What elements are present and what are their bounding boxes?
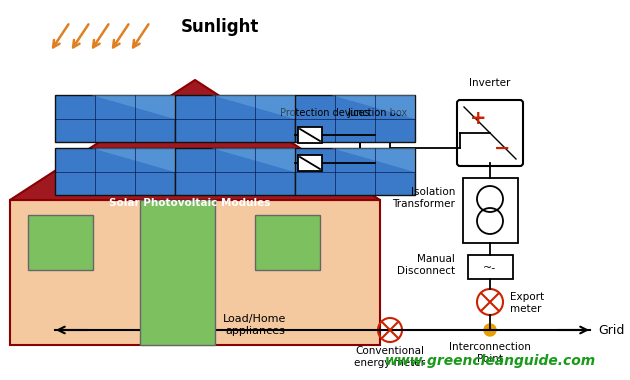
Text: Solar Photovoltaic Modules: Solar Photovoltaic Modules: [110, 198, 271, 208]
FancyBboxPatch shape: [55, 148, 175, 195]
Text: Conventional
energy meter: Conventional energy meter: [355, 346, 425, 367]
FancyBboxPatch shape: [140, 200, 215, 345]
Polygon shape: [211, 148, 295, 171]
FancyBboxPatch shape: [298, 127, 322, 143]
FancyBboxPatch shape: [175, 148, 295, 195]
FancyBboxPatch shape: [467, 255, 512, 279]
Circle shape: [484, 324, 496, 336]
FancyBboxPatch shape: [55, 95, 175, 142]
Polygon shape: [331, 95, 415, 119]
FancyBboxPatch shape: [295, 95, 415, 142]
Text: Protection devices: Protection devices: [280, 108, 370, 118]
FancyBboxPatch shape: [462, 177, 517, 242]
Text: www.greencleanguide.com: www.greencleanguide.com: [384, 354, 595, 368]
Text: Manual
Disconnect: Manual Disconnect: [397, 254, 455, 276]
FancyBboxPatch shape: [28, 215, 93, 270]
Polygon shape: [211, 95, 295, 119]
Text: Export
meter: Export meter: [510, 292, 544, 314]
Text: Grid: Grid: [598, 323, 624, 337]
Text: −: −: [494, 138, 510, 157]
Text: Isolation
Transformer: Isolation Transformer: [392, 187, 455, 209]
Polygon shape: [91, 95, 175, 119]
Text: Sunlight: Sunlight: [181, 18, 259, 36]
FancyBboxPatch shape: [10, 200, 380, 345]
Text: Interconnection
Point: Interconnection Point: [449, 342, 531, 364]
FancyBboxPatch shape: [360, 133, 390, 163]
Text: Inverter: Inverter: [469, 78, 511, 88]
Text: +: +: [470, 109, 486, 128]
Polygon shape: [10, 80, 380, 200]
Text: Junction box: Junction box: [348, 108, 408, 118]
Polygon shape: [91, 148, 175, 171]
FancyBboxPatch shape: [255, 215, 320, 270]
Polygon shape: [331, 148, 415, 171]
FancyBboxPatch shape: [457, 100, 523, 166]
FancyBboxPatch shape: [298, 155, 322, 171]
Text: Load/Home
appliances: Load/Home appliances: [223, 314, 287, 336]
FancyBboxPatch shape: [175, 95, 295, 142]
FancyBboxPatch shape: [295, 148, 415, 195]
Text: ~-: ~-: [483, 262, 496, 272]
